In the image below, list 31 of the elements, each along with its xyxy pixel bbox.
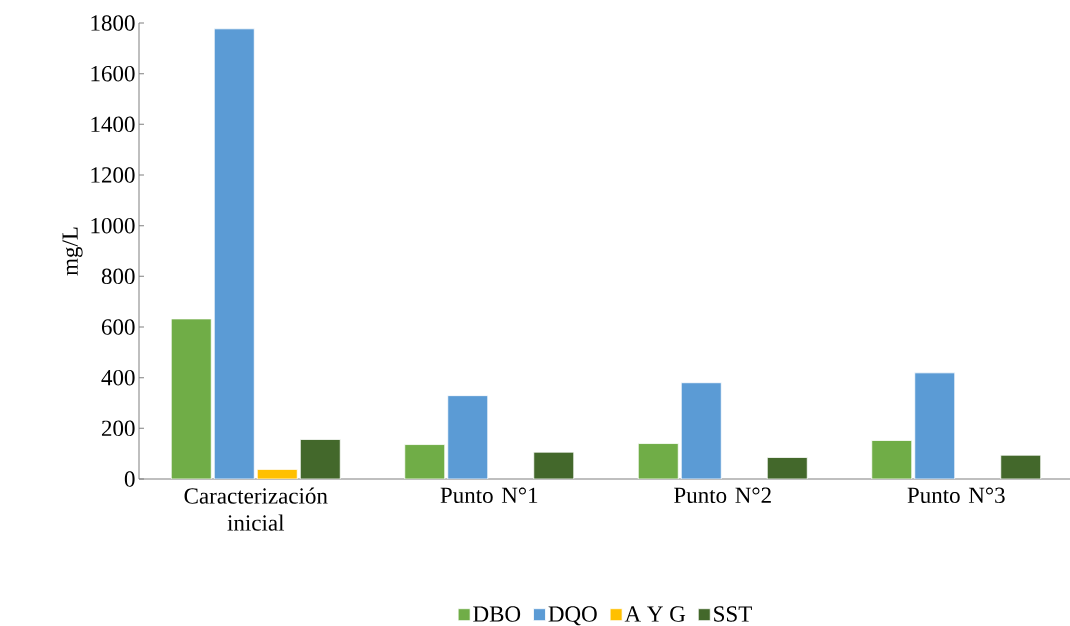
- bar: [404, 444, 446, 479]
- y-tick-label: 200: [101, 420, 135, 437]
- legend-label: DQO: [548, 606, 597, 626]
- y-tick-label: 1200: [91, 167, 135, 183]
- y-tick-label: 0: [124, 471, 135, 487]
- x-tick-label: Punto N°2: [674, 487, 771, 504]
- bar: [213, 28, 255, 479]
- bar: [1000, 454, 1042, 479]
- bar: [299, 439, 341, 479]
- y-tick-label: 800: [101, 268, 135, 285]
- legend-label: A Y G: [624, 606, 686, 622]
- y-tick-label: 1600: [91, 65, 135, 82]
- x-tick-label: Punto N°1: [440, 487, 538, 504]
- y-tick-label: 1400: [91, 116, 135, 133]
- legend-label: SST: [714, 606, 752, 622]
- y-tick-label: 1800: [91, 15, 135, 31]
- bar: [447, 395, 489, 479]
- bar: [914, 372, 956, 479]
- legend-label: DBO: [473, 606, 521, 622]
- bar: [680, 382, 722, 479]
- y-tick-label: 1000: [91, 217, 135, 234]
- bar: [637, 443, 679, 479]
- bar: [871, 440, 913, 479]
- y-tick-label: 400: [101, 369, 135, 386]
- y-axis-title: mg/L: [62, 227, 83, 276]
- y-tick-label: 600: [101, 319, 135, 335]
- bar: [766, 457, 808, 479]
- bar: [533, 451, 575, 479]
- x-tick-label: Punto N°3: [907, 487, 1005, 504]
- x-tick-label: Caracterización inicial: [184, 487, 328, 531]
- bar: [170, 318, 212, 479]
